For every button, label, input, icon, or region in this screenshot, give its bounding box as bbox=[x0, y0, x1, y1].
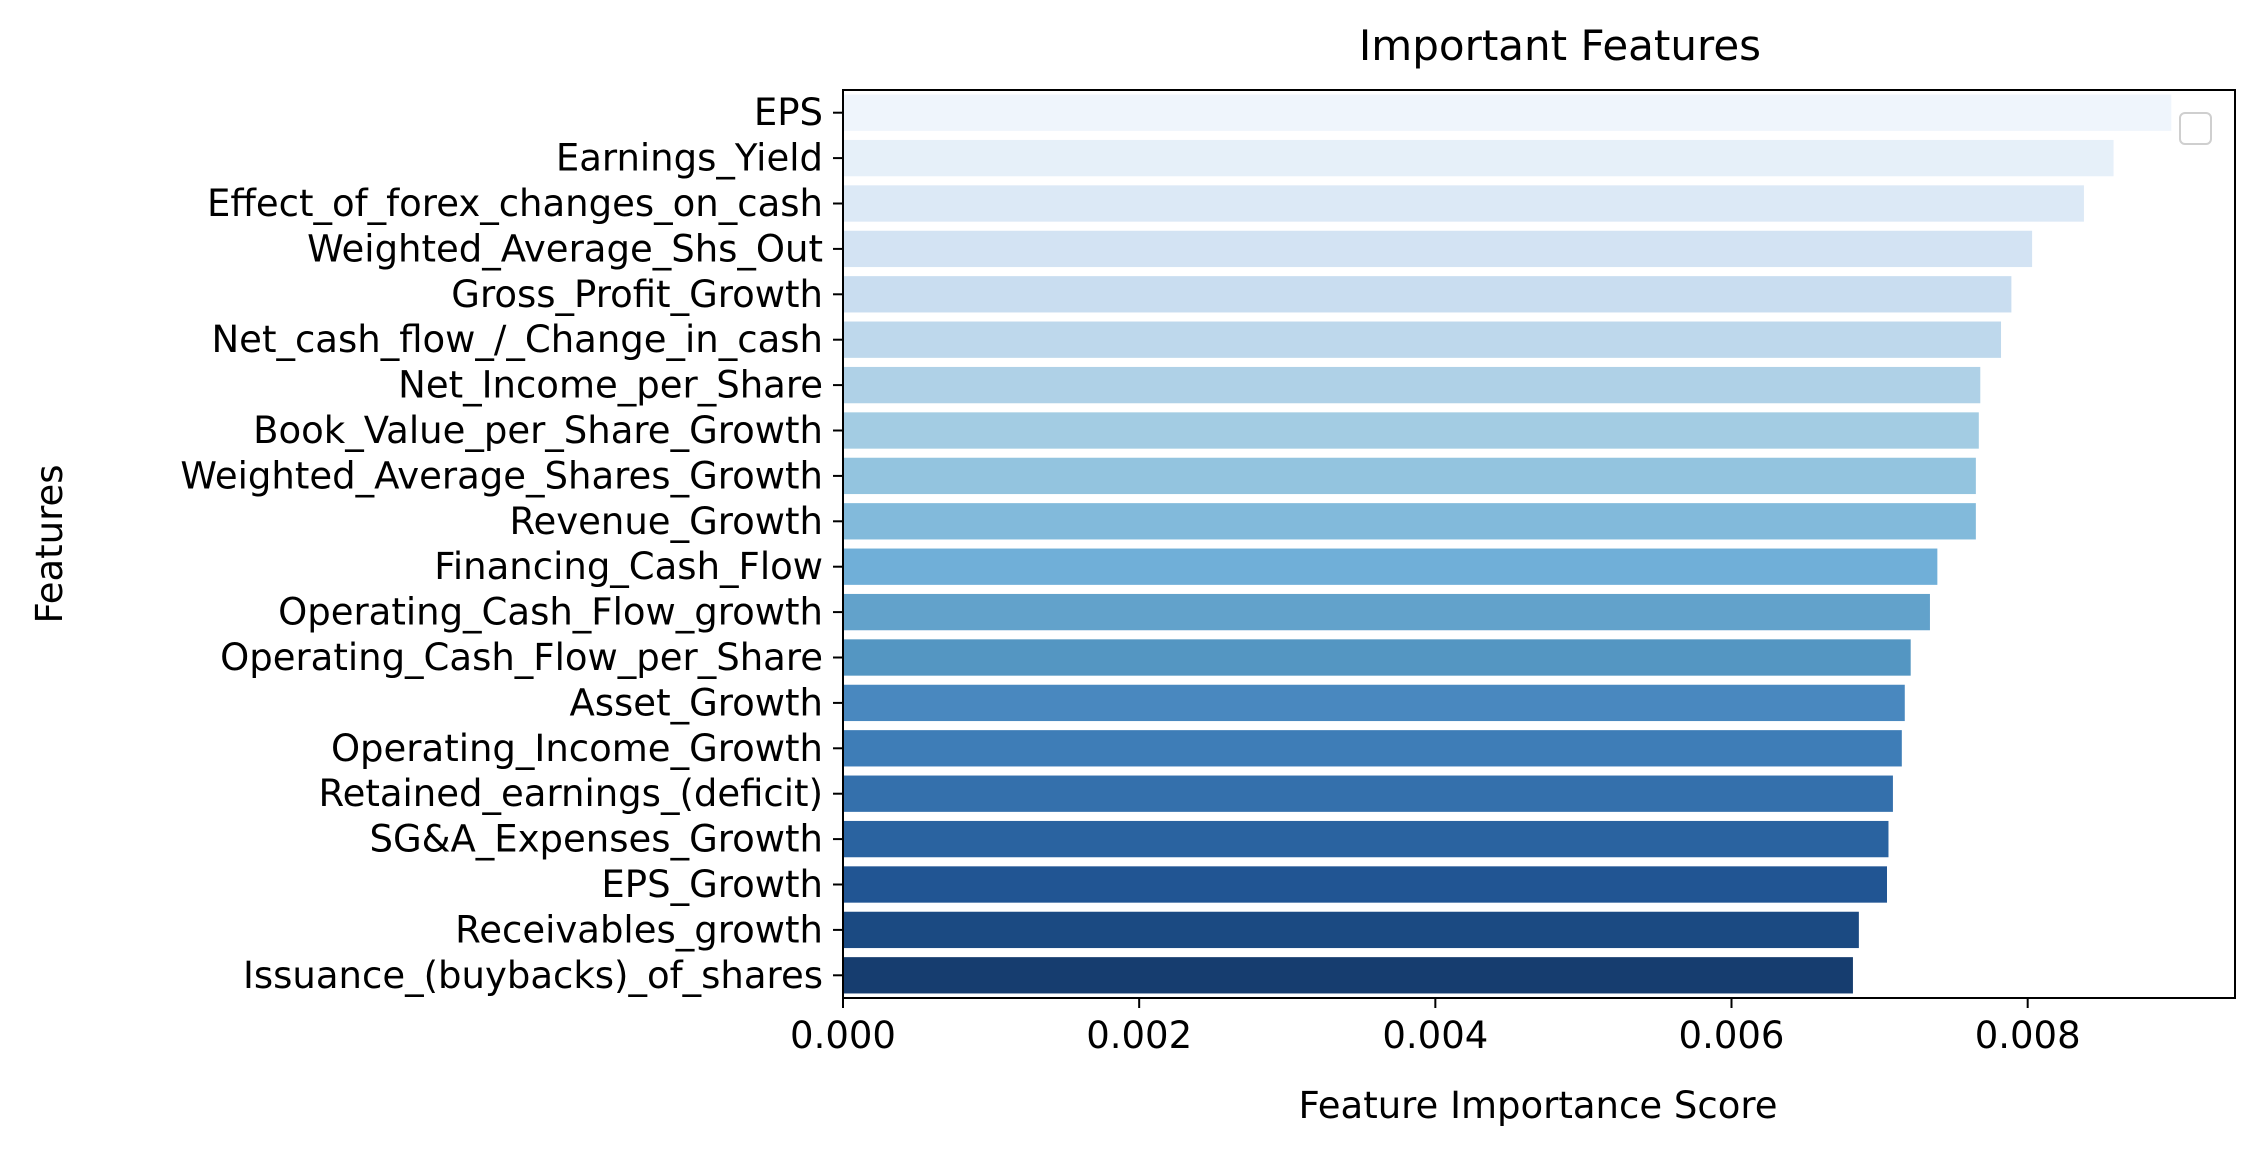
y-tick-label: Net_Income_per_Share bbox=[398, 364, 823, 407]
bar-13 bbox=[843, 684, 1905, 722]
bar-14 bbox=[843, 730, 1902, 767]
bar-17 bbox=[843, 866, 1887, 903]
bar-10 bbox=[843, 548, 1938, 585]
x-tick-label: 0.004 bbox=[1382, 1014, 1488, 1057]
y-tick-label: EPS_Growth bbox=[601, 863, 823, 906]
y-tick-label: Financing_Cash_Flow bbox=[434, 545, 823, 588]
y-tick-label: SG&A_Expenses_Growth bbox=[369, 818, 823, 861]
bar-12 bbox=[843, 639, 1911, 676]
y-tick-label: Gross_Profit_Growth bbox=[451, 273, 823, 316]
bar-16 bbox=[843, 820, 1889, 858]
chart-title: Important Features bbox=[1359, 21, 1761, 70]
bar-18 bbox=[843, 911, 1859, 949]
bars-group bbox=[843, 94, 2172, 994]
bar-11 bbox=[843, 593, 1930, 631]
y-tick-label: Asset_Growth bbox=[569, 681, 823, 724]
x-tick-label: 0.008 bbox=[1975, 1014, 2081, 1057]
bar-1 bbox=[843, 139, 2114, 177]
y-tick-label: Net_cash_flow_/_Change_in_cash bbox=[212, 318, 824, 361]
y-tick-label: Operating_Cash_Flow_growth bbox=[278, 591, 823, 634]
x-tick-label: 0.002 bbox=[1086, 1014, 1192, 1057]
y-tick-label: Earnings_Yield bbox=[556, 137, 823, 180]
x-tick-label: 0.006 bbox=[1679, 1014, 1785, 1057]
bar-3 bbox=[843, 230, 2033, 268]
bar-4 bbox=[843, 276, 2012, 313]
bar-7 bbox=[843, 412, 1979, 449]
bar-8 bbox=[843, 457, 1976, 495]
y-tick-label: Issuance_(buybacks)_of_shares bbox=[243, 954, 823, 997]
y-tick-label: EPS bbox=[754, 91, 823, 134]
x-axis-label: Feature Importance Score bbox=[1299, 1084, 1778, 1127]
bar-2 bbox=[843, 185, 2084, 222]
x-tick-label: 0.000 bbox=[790, 1014, 896, 1057]
bar-0 bbox=[843, 94, 2172, 131]
bar-15 bbox=[843, 775, 1893, 812]
y-axis-label: Features bbox=[28, 464, 71, 623]
y-tick-labels: EPSEarnings_YieldEffect_of_forex_changes… bbox=[180, 91, 843, 997]
y-tick-label: Book_Value_per_Share_Growth bbox=[253, 409, 823, 452]
plot-frame bbox=[842, 89, 2236, 999]
y-tick-label: Weighted_Average_Shares_Growth bbox=[180, 454, 823, 497]
bar-19 bbox=[843, 957, 1853, 994]
y-tick-label: Revenue_Growth bbox=[509, 500, 823, 543]
y-tick-label: Weighted_Average_Shs_Out bbox=[307, 227, 823, 270]
x-ticks: 0.000 0.002 0.004 0.006 0.008 bbox=[790, 998, 2081, 1057]
bar-5 bbox=[843, 321, 2002, 358]
bar-6 bbox=[843, 366, 1981, 404]
y-tick-label: Effect_of_forex_changes_on_cash bbox=[207, 182, 823, 225]
bar-9 bbox=[843, 503, 1976, 540]
y-tick-label: Operating_Income_Growth bbox=[331, 727, 823, 770]
legend-box bbox=[2179, 112, 2212, 145]
y-tick-label: Receivables_growth bbox=[455, 908, 823, 951]
y-tick-label: Retained_earnings_(deficit) bbox=[319, 772, 823, 815]
y-tick-label: Operating_Cash_Flow_per_Share bbox=[220, 636, 823, 679]
